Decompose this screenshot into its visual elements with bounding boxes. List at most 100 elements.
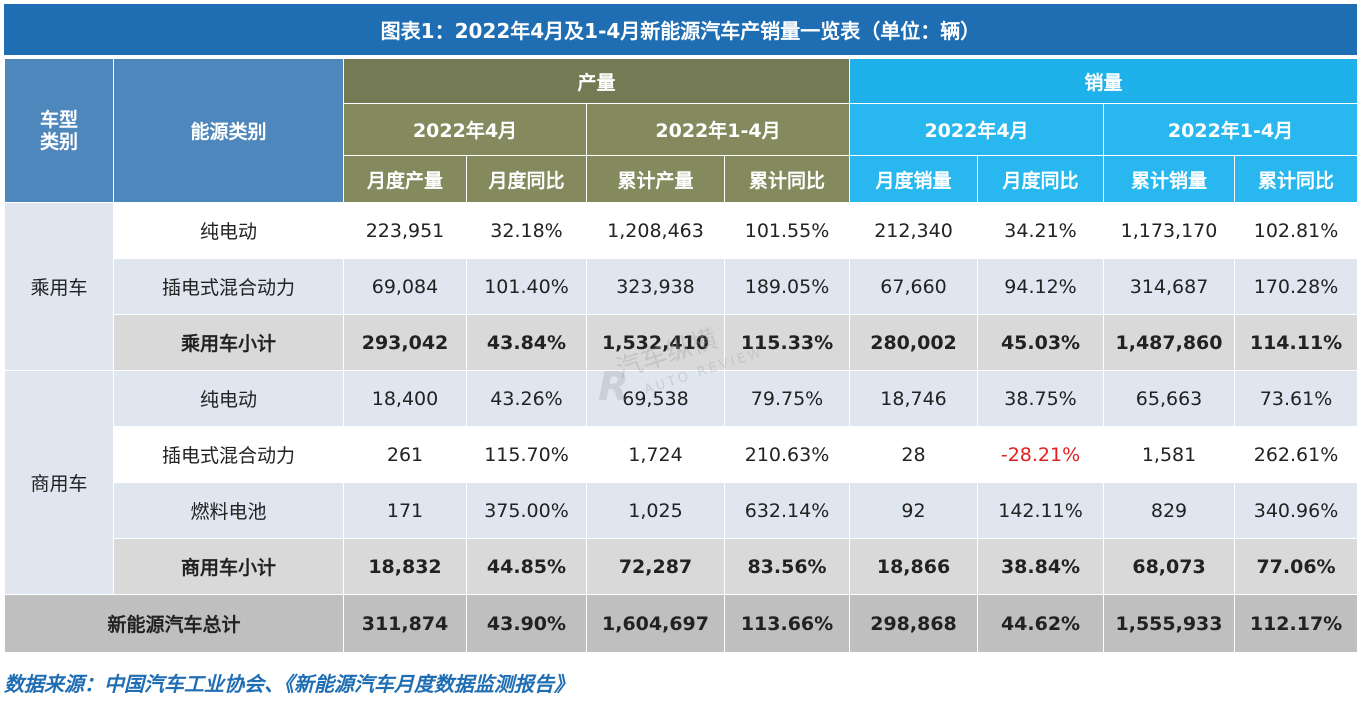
row-label: 商用车小计 <box>113 538 344 595</box>
cell: 1,555,933 <box>1103 594 1236 653</box>
cell: 43.84% <box>466 314 587 371</box>
cell: 1,487,860 <box>1103 314 1236 371</box>
cell: 210.63% <box>723 426 851 483</box>
cell: 101.55% <box>723 202 851 259</box>
cell: 189.05% <box>723 258 851 315</box>
cell: 28 <box>849 426 979 483</box>
cell: 38.75% <box>977 370 1105 427</box>
cell: 632.14% <box>723 482 851 539</box>
header-sales-ytd: 2022年1-4月 <box>1103 103 1359 156</box>
cell: 1,025 <box>586 482 725 539</box>
cell: 68,073 <box>1103 538 1236 595</box>
cell: 170.28% <box>1234 258 1359 315</box>
cell: 115.70% <box>466 426 587 483</box>
col-sales-month: 月度销量 <box>849 155 979 203</box>
cell: 223,951 <box>343 202 467 259</box>
cell: 77.06% <box>1234 538 1359 595</box>
cell: 1,724 <box>586 426 725 483</box>
cell: 112.17% <box>1234 594 1359 653</box>
cell: 314,687 <box>1103 258 1236 315</box>
header-sales-month: 2022年4月 <box>849 103 1105 156</box>
table-row: 乘用车 纯电动 223,951 32.18% 1,208,463 101.55%… <box>4 202 1359 371</box>
cell: 38.84% <box>977 538 1105 595</box>
cell: 262.61% <box>1234 426 1359 483</box>
col-prod-ytd: 累计产量 <box>586 155 725 203</box>
cell: 72,287 <box>586 538 725 595</box>
col-sales-ytd-yoy: 累计同比 <box>1234 155 1359 203</box>
cell: 1,581 <box>1103 426 1236 483</box>
cell: 44.62% <box>977 594 1105 653</box>
cell: 115.33% <box>723 314 851 371</box>
header-prod-month: 2022年4月 <box>343 103 587 156</box>
cell: 114.11% <box>1234 314 1359 371</box>
cell: 73.61% <box>1234 370 1359 427</box>
production-sales-table: 车型 类别 能源类别 产量 销量 2022年4月 2022年1-4月 2022年… <box>4 58 1359 653</box>
header-sales: 销量 <box>849 58 1359 104</box>
cell: 79.75% <box>723 370 851 427</box>
row-label: 纯电动 <box>113 202 344 259</box>
cell: 142.11% <box>977 482 1105 539</box>
table-title: 图表1：2022年4月及1-4月新能源汽车产销量一览表（单位：辆） <box>4 4 1357 55</box>
row-label: 插电式混合动力 <box>113 258 344 315</box>
col-prod-month: 月度产量 <box>343 155 467 203</box>
cell: 101.40% <box>466 258 587 315</box>
table-row: 插电式混合动力 261 115.70% 1,724 210.63% 28 -28… <box>5 426 1359 483</box>
cell: 43.90% <box>466 594 587 653</box>
header-prod-ytd: 2022年1-4月 <box>585 103 851 156</box>
cell: 293,042 <box>343 314 467 371</box>
cell: 45.03% <box>977 314 1105 371</box>
cell: 34.21% <box>977 202 1105 259</box>
cell: 261 <box>343 426 467 483</box>
row-label: 乘用车小计 <box>113 314 344 371</box>
cell: 18,866 <box>849 538 979 595</box>
table-row-total: 新能源汽车总计 311,874 43.90% 1,604,697 113.66%… <box>4 594 1359 653</box>
cell: 94.12% <box>977 258 1105 315</box>
cell: 83.56% <box>723 538 851 595</box>
cell: 1,532,410 <box>586 314 725 371</box>
cell: 65,663 <box>1103 370 1236 427</box>
cell: 340.96% <box>1234 482 1359 539</box>
row-label: 燃料电池 <box>113 482 344 539</box>
cell: 113.66% <box>723 594 851 653</box>
row-label: 插电式混合动力 <box>113 426 344 483</box>
col-prod-ytd-yoy: 累计同比 <box>723 155 851 203</box>
cell: 69,084 <box>343 258 467 315</box>
cell: 298,868 <box>849 594 979 653</box>
table-row-subtotal: 乘用车小计 293,042 43.84% 1,532,410 115.33% 2… <box>5 314 1359 371</box>
cell: 92 <box>849 482 979 539</box>
cell: 375.00% <box>466 482 587 539</box>
data-source: 数据来源：中国汽车工业协会、《新能源汽车月度数据监测报告》 <box>4 672 574 696</box>
cell: 212,340 <box>849 202 979 259</box>
cell: 18,746 <box>849 370 979 427</box>
cell: 171 <box>343 482 467 539</box>
cell: 102.81% <box>1234 202 1359 259</box>
cell: 18,400 <box>343 370 467 427</box>
header-vehicle-type: 车型 类别 <box>4 58 114 203</box>
row-label-total: 新能源汽车总计 <box>4 594 344 653</box>
cell: 311,874 <box>343 594 467 653</box>
table-row: 商用车 纯电动 18,400 43.26% 69,538 79.75% 18,7… <box>4 370 1359 595</box>
header-energy-type: 能源类别 <box>113 58 344 203</box>
cell: 280,002 <box>849 314 979 371</box>
row-label: 纯电动 <box>113 370 344 427</box>
table-row: 插电式混合动力 69,084 101.40% 323,938 189.05% 6… <box>5 258 1359 315</box>
cell: 32.18% <box>466 202 587 259</box>
category-passenger: 乘用车 <box>4 202 114 371</box>
cell: 18,832 <box>343 538 467 595</box>
cell: 829 <box>1103 482 1236 539</box>
cell: 43.26% <box>466 370 587 427</box>
col-sales-ytd: 累计销量 <box>1103 155 1236 203</box>
category-commercial: 商用车 <box>4 370 114 595</box>
cell: 1,604,697 <box>586 594 725 653</box>
cell: 67,660 <box>849 258 979 315</box>
table-row: 燃料电池 171 375.00% 1,025 632.14% 92 142.11… <box>5 482 1359 539</box>
cell: 1,208,463 <box>586 202 725 259</box>
col-prod-month-yoy: 月度同比 <box>466 155 587 203</box>
cell: 44.85% <box>466 538 587 595</box>
cell: 323,938 <box>586 258 725 315</box>
table-row-subtotal: 商用车小计 18,832 44.85% 72,287 83.56% 18,866… <box>5 538 1359 595</box>
col-sales-month-yoy: 月度同比 <box>977 155 1105 203</box>
header-production: 产量 <box>342 58 851 104</box>
cell-negative: -28.21% <box>977 426 1105 483</box>
cell: 69,538 <box>586 370 725 427</box>
